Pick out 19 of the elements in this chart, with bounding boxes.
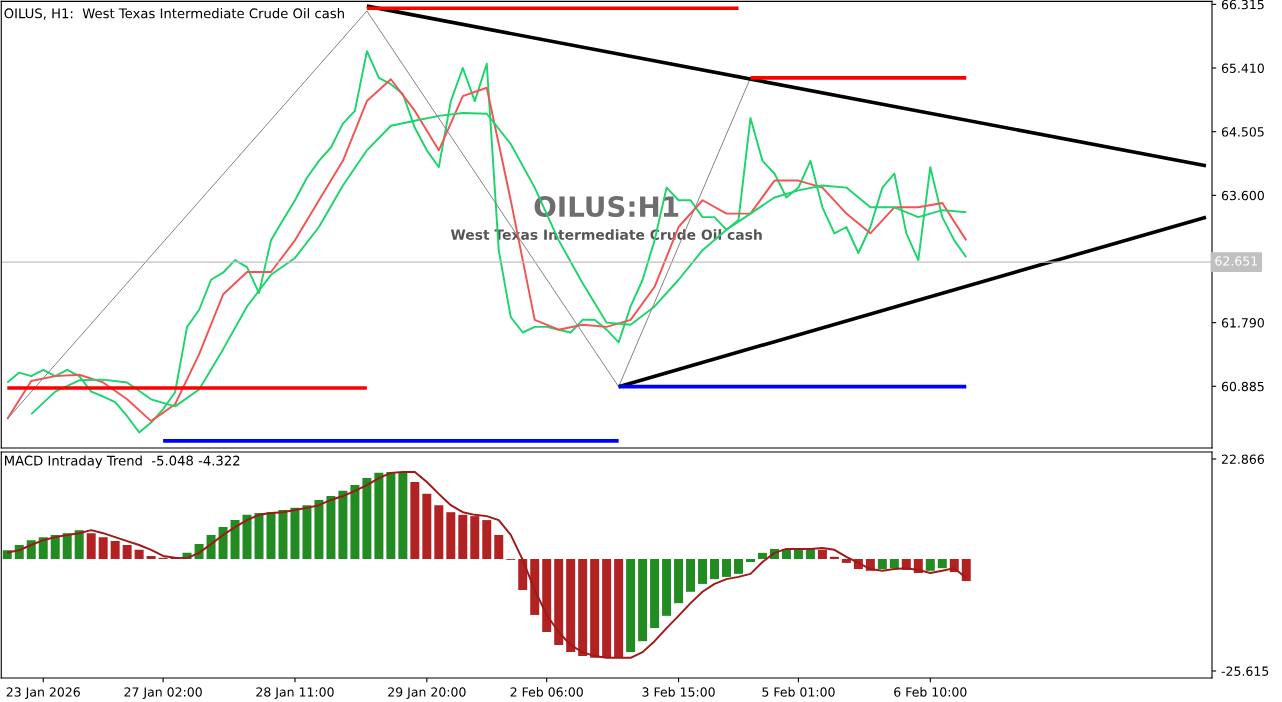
- y-tick-label: 66.315: [1221, 0, 1264, 10]
- ref-line-label: 62.651: [1215, 256, 1258, 266]
- x-tick-label: 27 Jan 02:00: [124, 687, 202, 700]
- x-tick-label: 5 Feb 01:00: [762, 687, 835, 697]
- y-tick-label: 22.866: [1221, 454, 1264, 464]
- x-tick-label: 23 Jan 2026: [6, 687, 80, 700]
- y-tick-label: -25.615: [1221, 666, 1269, 676]
- y-tick-label: 64.505: [1221, 127, 1264, 137]
- y-tick-label: 63.600: [1221, 190, 1264, 201]
- x-tick-label: 28 Jan 11:00: [256, 687, 334, 700]
- x-tick-label: 2 Feb 06:00: [510, 687, 583, 697]
- chart-title: OILUS, H1: West Texas Intermediate Crude Oil cash: [4, 8, 344, 20]
- x-tick-label: 3 Feb 15:00: [642, 687, 715, 697]
- y-tick-label: 61.790: [1221, 318, 1264, 328]
- chart-title: MACD Intraday Trend -5.048 -4.322: [5, 455, 240, 469]
- x-tick-label: 29 Jan 20:00: [388, 687, 466, 700]
- x-tick-label: 6 Feb 10:00: [894, 687, 967, 697]
- y-tick-label: 65.410: [1221, 63, 1264, 73]
- y-tick-label: 60.885: [1221, 381, 1264, 392]
